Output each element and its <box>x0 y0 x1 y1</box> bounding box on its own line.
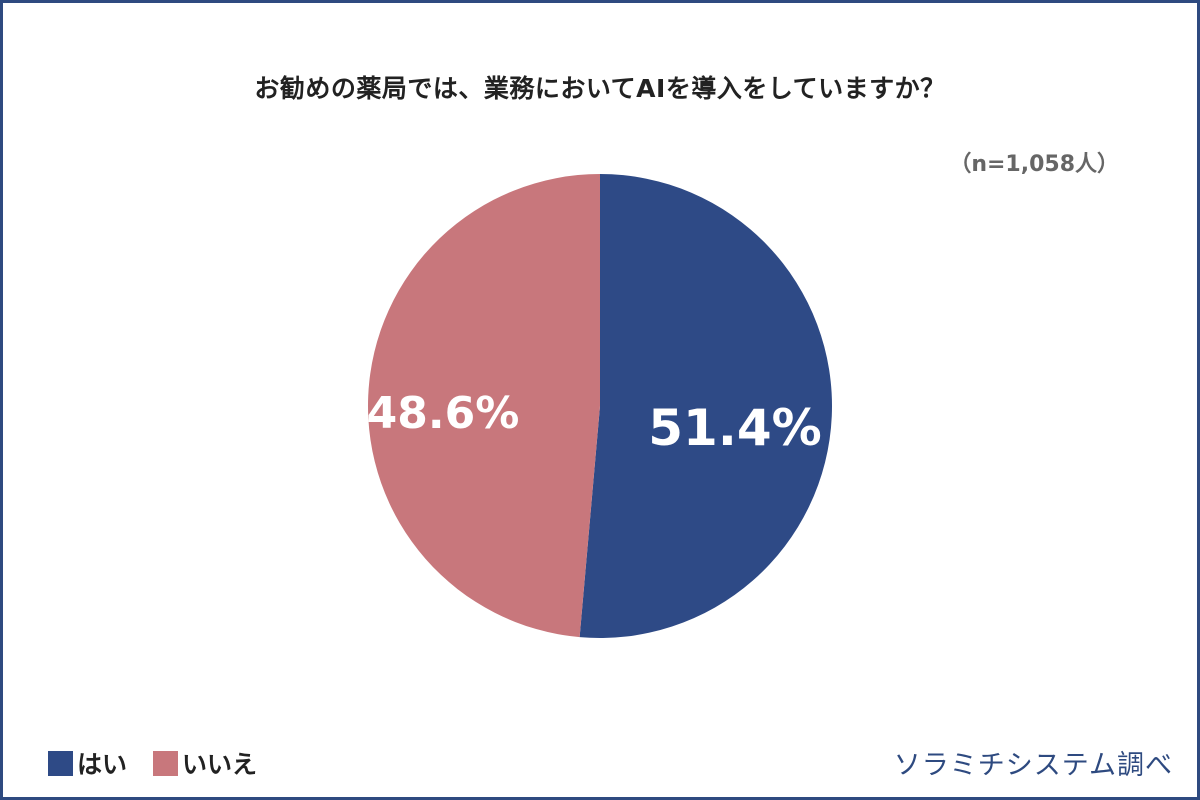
legend-label-no: いいえ <box>182 750 258 779</box>
legend-swatch-yes <box>48 750 73 776</box>
legend-swatch-no <box>153 750 179 776</box>
legend-item-no: いいえ <box>153 745 257 781</box>
label-yes: 51.4% <box>648 399 821 457</box>
source-credit: ソラミチシステム調べ <box>893 750 1173 781</box>
pie-slice-no <box>367 174 600 638</box>
pie-slice-yes <box>579 174 832 638</box>
legend: はい いいえ <box>48 745 283 781</box>
chart-title: お勧めの薬局では、業務においてAIを導入をしていますか？ <box>254 74 946 103</box>
legend-label-yes: はい <box>77 750 128 779</box>
label-no: 48.6% <box>367 388 520 439</box>
legend-item-yes: はい <box>48 745 127 781</box>
sample-size: （n=1,058人） <box>949 152 1119 177</box>
pie-chart: 51.4% 48.6% <box>367 174 832 638</box>
